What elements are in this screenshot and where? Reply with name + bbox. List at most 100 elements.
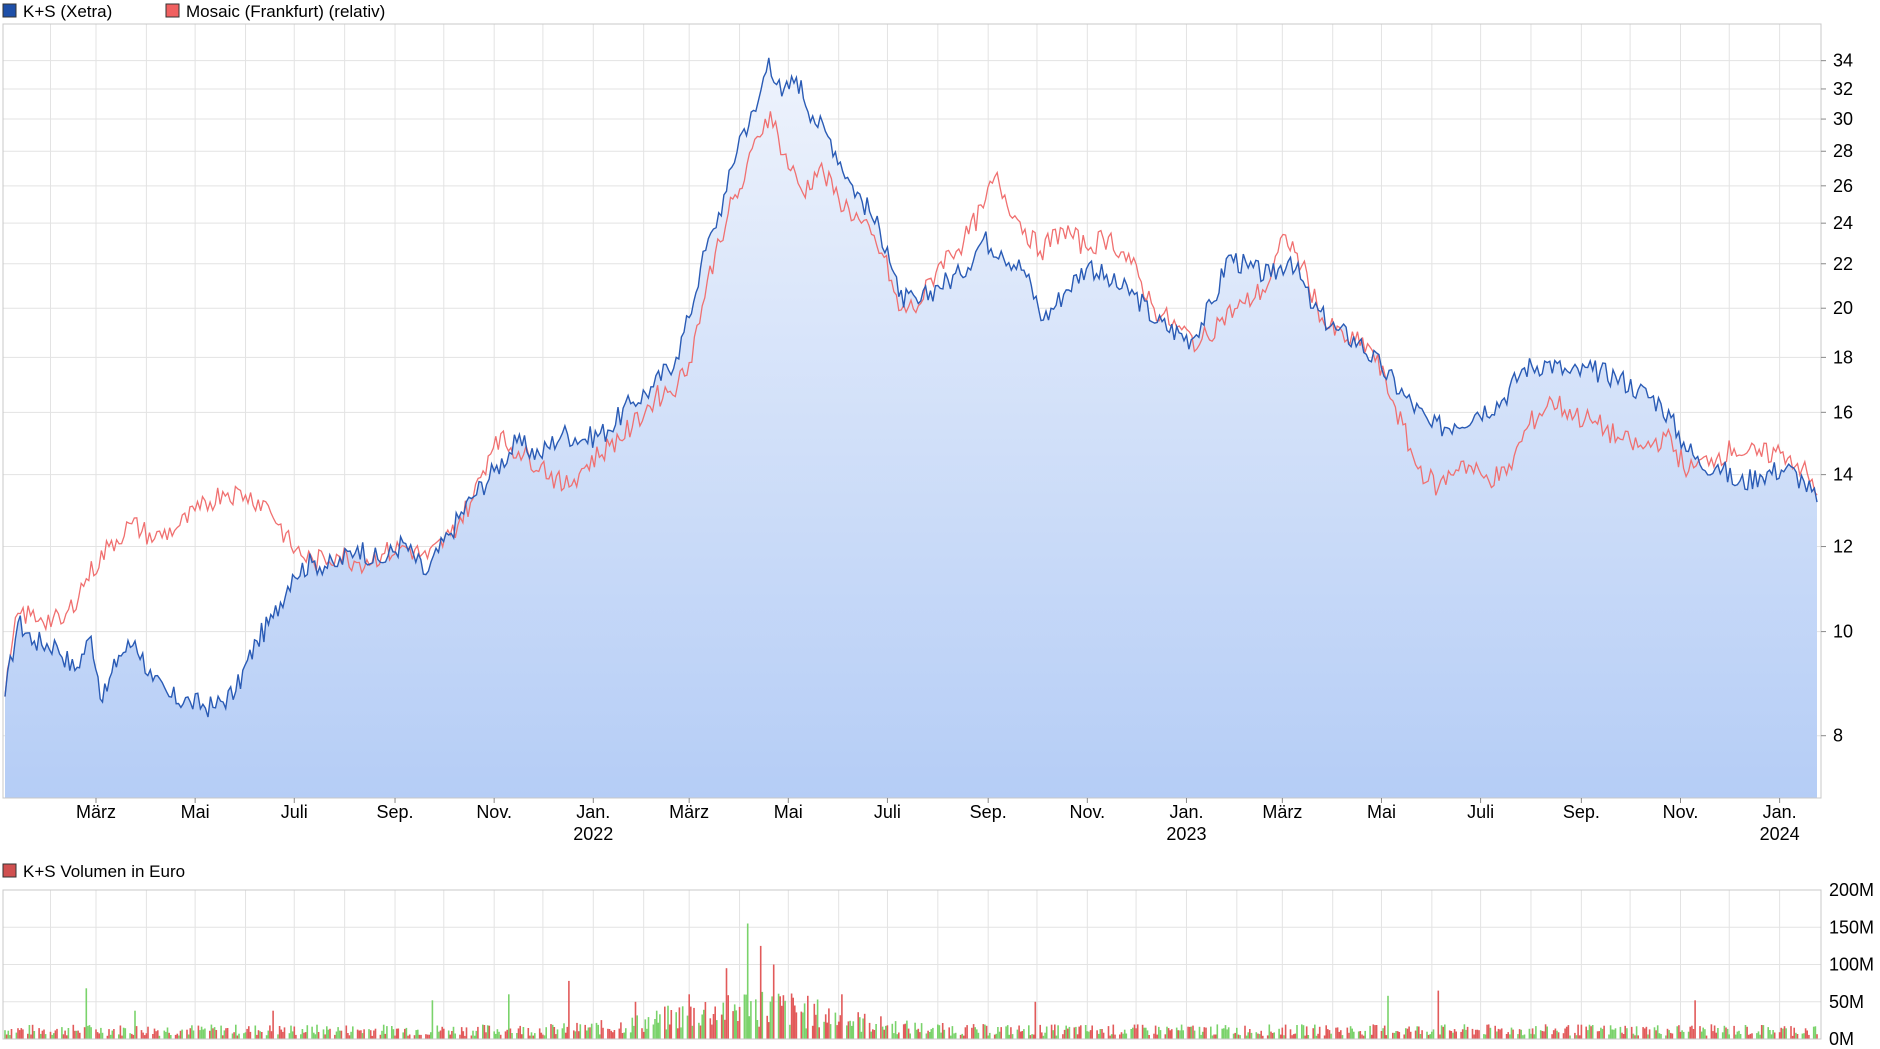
volume-bar-2023-08-22 (1564, 1028, 1566, 1039)
volume-bar-2023-07-07 (1489, 1027, 1492, 1039)
volume-bar-2022-05-17 (813, 1003, 816, 1039)
volume-bar-2022-11-25 (1125, 1033, 1128, 1039)
volume-bar-2021-01-20 (30, 1034, 32, 1039)
volume-bar-2022-08-30 (984, 1024, 986, 1039)
volume-bar-2021-07-05 (300, 1034, 302, 1039)
volume-bar-2021-07-28 (337, 1027, 339, 1039)
volume-bar-2021-03-12 (113, 1029, 115, 1039)
x-year-label-2023: 2023 (1166, 824, 1206, 844)
volume-bar-2021-02-19 (79, 1032, 81, 1039)
volume-bar-2022-05-16 (811, 1025, 814, 1039)
volume-bar-2022-04-06 (746, 923, 749, 1039)
volume-bar-2022-09-02 (989, 1032, 991, 1039)
volume-bar-2021-08-27 (386, 1026, 388, 1039)
volume-bar-2022-04-26 (779, 996, 781, 1039)
volume-bar-2021-01-25 (38, 1028, 40, 1039)
volume-bar-2021-02-09 (62, 1034, 65, 1039)
volume-bar-2021-02-22 (83, 1027, 86, 1039)
volume-bar-2021-01-19 (28, 1025, 31, 1039)
volume-bar-2023-04-13 (1351, 1028, 1353, 1039)
volume-bar-2021-06-03 (248, 1026, 250, 1039)
volume-bar-2022-06-13 (857, 1012, 859, 1039)
volume-bar-2021-10-20 (473, 1035, 476, 1039)
volume-bar-2023-05-30 (1427, 1034, 1430, 1039)
volume-bar-2023-09-26 (1621, 1032, 1623, 1039)
volume-bar-2022-09-01 (987, 1035, 989, 1039)
volume-bar-2023-04-19 (1361, 1034, 1363, 1039)
volume-bar-2023-07-04 (1484, 1034, 1487, 1039)
volume-bar-2023-04-10 (1346, 1027, 1349, 1039)
volume-bar-2022-08-29 (982, 1024, 985, 1039)
volume-bar-2023-02-22 (1270, 1031, 1272, 1039)
legend-label-volume: K+S Volumen in Euro (23, 862, 185, 881)
volume-bar-2022-10-25 (1075, 1026, 1077, 1039)
volume-bar-2022-12-21 (1167, 1028, 1170, 1039)
volume-bar-2022-01-21 (625, 1028, 627, 1039)
volume-bar-2021-09-21 (426, 1034, 429, 1039)
volume-bar-2022-12-27 (1177, 1030, 1180, 1039)
volume-bar-2022-04-12 (756, 1020, 759, 1039)
volume-bar-2022-05-12 (805, 1028, 807, 1039)
volume-bar-2022-03-04 (693, 1007, 695, 1039)
volume-bar-2022-06-24 (875, 1024, 877, 1039)
volume-bar-2023-04-14 (1353, 1031, 1355, 1039)
volume-bar-2023-06-14 (1452, 1032, 1454, 1039)
volume-bar-2021-05-25 (233, 1032, 235, 1039)
volume-bar-2021-11-25 (532, 1035, 534, 1039)
volume-bar-2021-12-29 (587, 1027, 590, 1039)
volume-bar-2021-11-22 (527, 1028, 530, 1039)
volume-bar-2021-06-29 (290, 1025, 292, 1039)
volume-bar-2022-01-27 (634, 1001, 637, 1040)
volume-bar-2021-02-16 (74, 1030, 76, 1039)
volume-bar-2022-01-25 (631, 1017, 634, 1039)
volume-bar-2022-11-04 (1091, 1025, 1093, 1039)
volume-bar-2023-07-21 (1512, 1029, 1514, 1039)
volume-bar-2022-08-31 (985, 1025, 988, 1039)
volume-bar-2021-02-24 (87, 1025, 89, 1039)
volume-bar-2023-09-12 (1598, 1031, 1600, 1039)
volume-bar-2022-02-10 (657, 1022, 660, 1039)
volume-bar-2023-07-25 (1518, 1029, 1521, 1039)
volume-bar-2023-04-04 (1336, 1027, 1339, 1039)
vol-y-tick-label-2: 100M (1829, 955, 1874, 975)
volume-bar-2023-07-17 (1505, 1034, 1508, 1039)
volume-bar-2021-02-26 (90, 1027, 92, 1039)
volume-bar-2022-01-05 (599, 1034, 601, 1039)
volume-bar-2022-10-24 (1073, 1027, 1076, 1039)
volume-bar-2024-01-08 (1790, 1026, 1792, 1039)
volume-bar-2023-03-21 (1314, 1024, 1316, 1039)
volume-bar-2022-01-26 (633, 1025, 635, 1039)
volume-bar-2021-02-08 (61, 1027, 63, 1039)
volume-bar-2023-03-03 (1284, 1024, 1287, 1039)
volume-bar-2021-05-12 (212, 1028, 214, 1039)
volume-bar-2023-10-04 (1634, 1035, 1636, 1039)
volume-bar-2022-02-15 (665, 1029, 668, 1039)
volume-bar-2023-08-08 (1541, 1031, 1544, 1039)
volume-bar-2022-11-28 (1130, 1029, 1132, 1039)
volume-bar-2021-10-18 (470, 1035, 473, 1039)
ks-area (5, 57, 1817, 798)
volume-bar-2023-10-13 (1648, 1029, 1651, 1039)
volume-bar-2022-09-29 (1032, 1034, 1035, 1039)
volume-bar-2023-02-24 (1273, 1032, 1275, 1039)
vol-y-tick-label-1: 150M (1829, 917, 1874, 937)
volume-bar-2023-11-13 (1699, 1026, 1701, 1039)
volume-bar-2021-12-23 (577, 1031, 580, 1039)
volume-bar-2021-05-13 (213, 1027, 216, 1039)
volume-bar-2023-05-22 (1414, 1030, 1417, 1039)
volume-bar-2021-01-13 (18, 1030, 21, 1039)
volume-bar-2022-10-07 (1045, 1026, 1048, 1039)
volume-bar-2022-05-23 (823, 1021, 825, 1039)
volume-bar-2023-05-04 (1385, 1035, 1388, 1039)
y-tick-label-10: 10 (1833, 622, 1853, 642)
volume-bar-2021-08-18 (371, 1035, 374, 1039)
volume-bar-2023-09-08 (1591, 1025, 1594, 1039)
volume-bar-2021-04-05 (152, 1034, 154, 1039)
volume-bar-2023-01-04 (1190, 1026, 1193, 1039)
volume-bar-2022-05-26 (828, 1008, 830, 1039)
volume-bar-2021-09-08 (405, 1027, 408, 1039)
volume-bar-2023-05-01 (1380, 1031, 1383, 1039)
volume-bar-2023-05-16 (1405, 1028, 1407, 1039)
volume-bar-2023-03-13 (1301, 1024, 1303, 1039)
volume-bar-2023-06-20 (1461, 1029, 1464, 1039)
